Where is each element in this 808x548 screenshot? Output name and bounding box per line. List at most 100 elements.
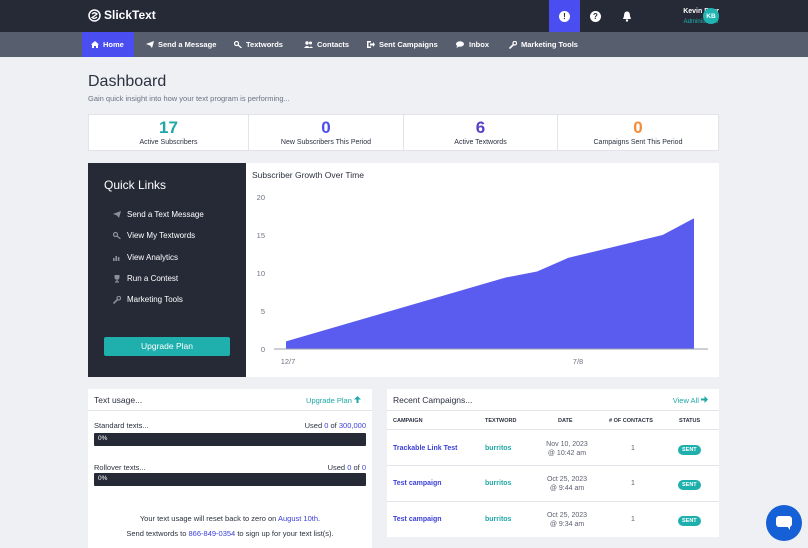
y-tick-label: 20 [257,193,265,202]
nav-item-marketing-tools[interactable]: Marketing Tools [500,32,578,57]
page-title: Dashboard [88,73,167,90]
quick-links-title: Quick Links [104,178,167,192]
quick-links-panel: Quick Links Send a Text Message View My … [88,163,246,377]
recent-campaigns-header: Recent Campaigns... View All [387,389,719,411]
user-role: Administrator [683,19,719,25]
subscriber-growth-chart: Subscriber Growth Over Time 0 5 10 15 20 12/7… [246,163,719,377]
status-badge: SENT [678,516,701,526]
users-icon [304,41,313,48]
stat-label: Active Textwords [454,139,507,146]
nav-item-send-message[interactable]: Send a Message [137,32,216,57]
nav-item-sent-campaigns[interactable]: Sent Campaigns [358,32,438,57]
stat-value: 6 [475,118,486,137]
arrow-up-icon [354,396,361,403]
notifications-button[interactable] [611,0,642,32]
text-usage-title: Text usage... [94,395,143,405]
y-tick-label: 10 [257,269,265,278]
campaign-name-link[interactable]: Test campaign [393,480,442,487]
stat-value: 17 [159,118,178,137]
y-tick-label: 5 [261,307,265,316]
page-subtitle: Gain quick insight into how your text pr… [88,94,290,103]
alert-icon: ! [559,10,570,22]
view-all-link[interactable]: View All [673,396,708,405]
divider [387,429,719,430]
wrench-icon [509,40,517,49]
text-usage-panel: Text usage... Upgrade Plan Standard text… [88,389,372,548]
usage-signup-note: Send textwords to 866-849-0354 to sign u… [126,529,334,538]
usage-reset-note: Your text usage will reset back to zero … [139,514,321,523]
series-area [286,218,694,349]
campaign-textword[interactable]: burritos [485,516,512,523]
avatar[interactable]: KB [703,8,719,24]
home-icon [91,41,99,48]
standard-texts-label: Standard texts... [94,421,149,430]
stat-campaigns-sent[interactable]: 0 Campaigns Sent This Period [558,115,718,150]
alert-button[interactable]: ! [549,0,580,32]
campaign-contacts: 1 [631,480,635,487]
user-info[interactable]: Kevin Burr Administrator [683,7,719,27]
chat-widget-button[interactable] [766,505,802,541]
rollover-texts-label: Rollover texts... [94,463,146,472]
stat-value: 0 [633,118,643,137]
x-tick-label: 12/7 [281,357,296,366]
phone-link[interactable]: 866-849-0354 [188,529,236,538]
quick-link-send-text[interactable]: Send a Text Message [113,210,204,219]
nav-item-textwords[interactable]: Textwords [225,32,283,57]
help-icon: ? [590,10,601,22]
quick-link-view-analytics[interactable]: View Analytics [113,253,178,262]
nav-item-home[interactable]: Home [82,32,134,57]
campaign-date: Oct 25, 2023 @ 9:44 am [546,476,588,492]
campaign-date: Nov 10, 2023 @ 10:42 am [546,441,588,457]
top-bar: SlickText ! ? Kevin Burr Administrator K… [0,0,808,32]
stat-active-textwords[interactable]: 6 Active Textwords [404,115,558,150]
column-header-campaign: CAMPAIGN [393,418,423,424]
slicktext-logo-icon [88,8,101,22]
campaign-textword[interactable]: burritos [485,480,512,487]
quick-link-run-contest[interactable]: Run a Contest [113,274,178,283]
key-icon [234,41,242,48]
stat-value: 0 [321,118,331,137]
column-header-date: DATE [558,418,573,424]
key-icon [113,232,121,239]
trophy-icon [114,274,120,283]
stat-new-subscribers[interactable]: 0 New Subscribers This Period [249,115,404,150]
y-tick-label: 15 [257,231,265,240]
chart-plot: 0 5 10 15 20 12/7 7/8 [257,193,708,366]
stats-panel: 17 Active Subscribers 0 New Subscribers … [88,114,719,151]
status-badge: SENT [678,445,701,455]
chat-icon [776,516,792,530]
nav-item-contacts[interactable]: Contacts [295,32,349,57]
status-badge: SENT [678,480,701,490]
upgrade-plan-button[interactable]: Upgrade Plan [104,337,230,356]
recent-campaigns-panel: Recent Campaigns... View All CAMPAIGN TE… [387,389,719,537]
campaign-name-link[interactable]: Trackable Link Test [393,445,458,452]
rollover-texts-progress: 0% [94,473,366,486]
divider [387,465,719,466]
bell-icon [622,11,631,22]
paper-plane-icon [113,211,121,218]
divider [387,501,719,502]
standard-texts-progress: 0% [94,433,366,446]
quick-link-marketing-tools[interactable]: Marketing Tools [113,295,183,304]
campaign-textword[interactable]: burritos [485,445,512,452]
x-tick-label: 7/8 [573,357,583,366]
help-button[interactable]: ? [580,0,611,32]
campaign-date: Oct 25, 2023 @ 9:34 am [546,512,588,528]
upgrade-plan-link[interactable]: Upgrade Plan [306,396,361,405]
quick-link-view-textwords[interactable]: View My Textwords [113,231,195,240]
stat-label: Campaigns Sent This Period [593,139,683,146]
arrow-right-icon [701,396,708,403]
stat-active-subscribers[interactable]: 17 Active Subscribers [89,115,249,150]
nav-item-inbox[interactable]: Inbox [447,32,489,57]
column-header-status: STATUS [679,418,701,424]
comments-icon [456,41,464,48]
stat-label: Active Subscribers [139,139,198,146]
bar-chart-icon [113,256,120,261]
campaign-contacts: 1 [631,445,635,452]
rollover-texts-count: Used 0 of 0 [327,463,366,472]
column-header-textword: TEXTWORD [485,418,517,424]
text-usage-header: Text usage... Upgrade Plan [88,389,372,411]
campaign-name-link[interactable]: Test campaign [393,516,442,523]
campaign-contacts: 1 [631,516,635,523]
app-logo[interactable]: SlickText [88,8,156,22]
